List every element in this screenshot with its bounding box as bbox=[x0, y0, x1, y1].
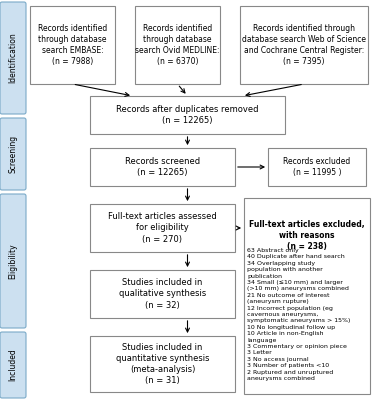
Text: Records screened
(n = 12265): Records screened (n = 12265) bbox=[125, 157, 200, 177]
FancyBboxPatch shape bbox=[0, 2, 26, 114]
Bar bbox=[90, 148, 235, 186]
Text: Records after duplicates removed
(n = 12265): Records after duplicates removed (n = 12… bbox=[116, 105, 259, 125]
Text: Screening: Screening bbox=[9, 135, 18, 173]
FancyBboxPatch shape bbox=[0, 332, 26, 398]
Text: Records identified through
database search Web of Science
and Cochrane Central R: Records identified through database sear… bbox=[242, 24, 366, 66]
Text: Records identified
through database
search EMBASE:
(n = 7988): Records identified through database sear… bbox=[38, 24, 107, 66]
FancyBboxPatch shape bbox=[0, 118, 26, 190]
Text: Included: Included bbox=[9, 349, 18, 381]
Text: Records identified
through database
search Ovid MEDLINE:
(n = 6370): Records identified through database sear… bbox=[135, 24, 220, 66]
Text: Studies included in
qualitative synthesis
(n = 32): Studies included in qualitative synthesi… bbox=[119, 278, 206, 310]
Text: Eligibility: Eligibility bbox=[9, 243, 18, 279]
Text: 63 Abstract only
40 Duplicate after hand search
34 Overlapping study
population : 63 Abstract only 40 Duplicate after hand… bbox=[247, 248, 350, 381]
Bar bbox=[90, 336, 235, 392]
Bar bbox=[244, 198, 370, 394]
Bar bbox=[90, 270, 235, 318]
Text: Identification: Identification bbox=[9, 33, 18, 83]
Text: Records excluded
(n = 11995 ): Records excluded (n = 11995 ) bbox=[284, 157, 351, 177]
Bar bbox=[90, 204, 235, 252]
FancyBboxPatch shape bbox=[0, 194, 26, 328]
Bar bbox=[268, 148, 366, 186]
Bar bbox=[240, 6, 368, 84]
Bar bbox=[135, 6, 220, 84]
Bar bbox=[30, 6, 115, 84]
Text: Studies included in
quantitative synthesis
(meta-analysis)
(n = 31): Studies included in quantitative synthes… bbox=[116, 343, 209, 385]
Text: Full-text articles excluded,
with reasons
(n = 238): Full-text articles excluded, with reason… bbox=[249, 220, 365, 251]
Text: Full-text articles assessed
for eligibility
(n = 270): Full-text articles assessed for eligibil… bbox=[108, 212, 217, 244]
Bar bbox=[90, 96, 285, 134]
